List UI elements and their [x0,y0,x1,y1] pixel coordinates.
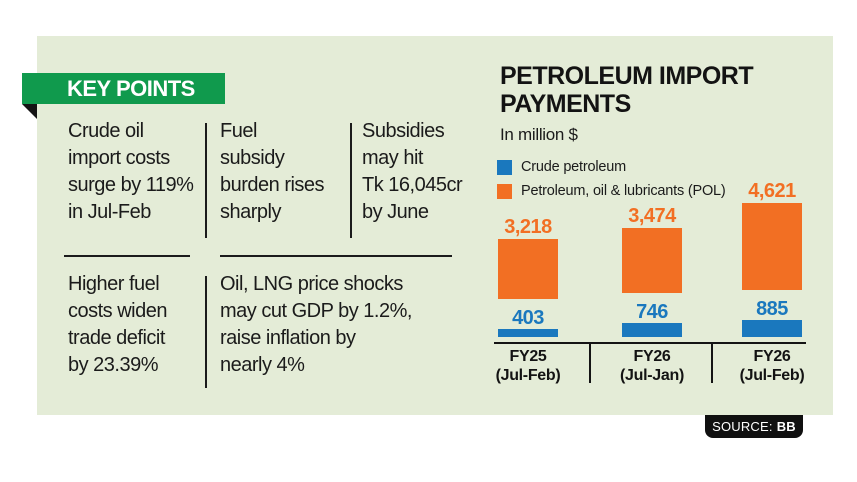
source-value: BB [776,419,796,434]
chart-legend: Crude petroleum Petroleum, oil & lubrica… [497,155,726,203]
category-label: FY26 (Jul-Jan) [620,348,684,384]
category-labels: FY25 (Jul-Feb) FY26 (Jul-Jan) FY26 (Jul-Fe… [0,347,857,389]
legend-swatch-pol [497,183,512,199]
key-point-fuel-subsidy-burden: Fuel subsidy burden rises sharply [220,120,325,223]
key-point-trade-deficit: Higher fuel costs widen trade deficit by… [68,273,168,376]
legend-label-crude: Crude petroleum [521,159,626,175]
crude-value-label: 885 [756,298,788,320]
legend-item-crude: Crude petroleum [497,155,726,179]
key-point-crude-import-costs: Crude oil import costs surge by 119% in … [68,120,194,223]
pol-value-label: 3,474 [628,205,676,227]
x-axis-line [494,342,806,344]
divider-horizontal-2 [220,255,452,257]
axis-tick-2 [711,342,713,383]
key-point-subsidies-tk: Subsidies may hit Tk 16,045cr by June [362,120,463,223]
banner-fold-triangle [22,104,37,119]
pol-value-label: 4,621 [748,180,796,202]
crude-bar [622,323,682,337]
crude-bar [498,329,558,337]
divider-horizontal-1 [64,255,190,257]
key-points-title: KEY POINTS [67,75,195,101]
bar-group: 3,474 746 [622,205,682,337]
pol-bar [498,239,558,299]
divider-vertical-3 [205,276,207,388]
crude-value-label: 746 [636,301,668,323]
category-label: FY25 (Jul-Feb) [495,348,561,384]
key-points-banner: KEY POINTS [22,73,225,104]
pol-value-label: 3,218 [504,216,552,238]
legend-swatch-crude [497,159,512,175]
bar-group: 3,218 403 [498,216,558,337]
crude-bar [742,320,802,337]
divider-vertical-2 [350,123,352,238]
source-badge: SOURCE: BB [705,415,803,438]
key-point-gdp-inflation: Oil, LNG price shocks may cut GDP by 1.2… [220,273,412,376]
chart-title: PETROLEUM IMPORT PAYMENTS [500,62,754,118]
pol-bar [622,228,682,293]
chart-unit-label: In million $ [500,125,578,144]
legend-item-pol: Petroleum, oil & lubricants (POL) [497,179,726,203]
crude-value-label: 403 [512,307,544,329]
divider-vertical-1 [205,123,207,238]
pol-bar [742,203,802,290]
category-label: FY26 (Jul-Feb) [739,348,805,384]
source-label: SOURCE: [712,419,773,434]
legend-label-pol: Petroleum, oil & lubricants (POL) [521,183,726,199]
bar-group: 4,621 885 [742,180,802,337]
axis-tick-1 [589,342,591,383]
